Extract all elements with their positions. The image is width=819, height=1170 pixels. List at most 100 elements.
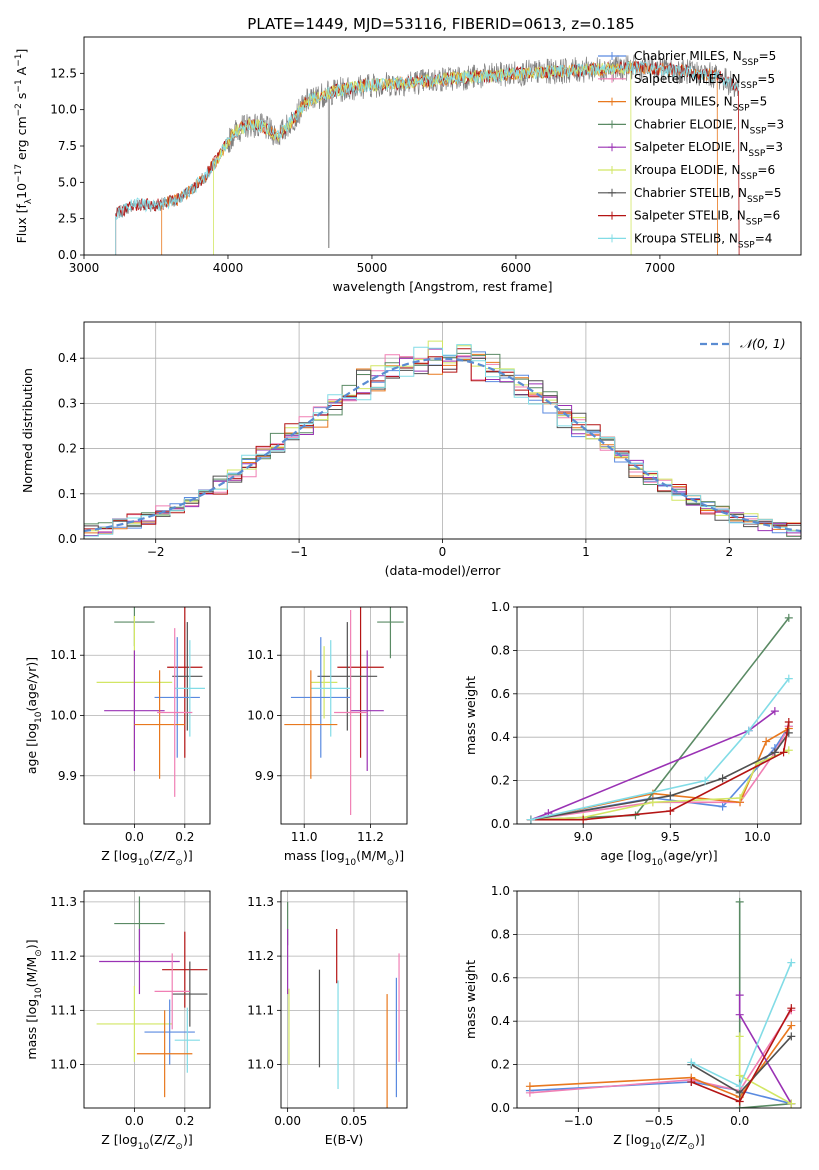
legend-entry-chabrier-elodie: Chabrier ELODIE, NSSP=3 bbox=[598, 117, 784, 136]
series-kroupa-miles bbox=[525, 1021, 796, 1102]
legend-entry-kroupa-stelib: Kroupa STELIB, NSSP=4 bbox=[598, 231, 772, 250]
series-line bbox=[738, 901, 792, 1108]
axes-frame bbox=[516, 606, 802, 825]
x-axis-label: wavelength [Angstrom, rest frame] bbox=[332, 279, 552, 294]
panel-spectrum: 3000 4000 5000 6000 7000 0.0 2.5 5.0 7.5 10.0 12.5… bbox=[14, 36, 802, 294]
y-tick-label: 11.0 bbox=[247, 1058, 274, 1072]
series-point bbox=[735, 1097, 744, 1106]
model-spectrum-kroupa-stelib bbox=[115, 60, 739, 255]
y-tick-label: 0.0 bbox=[58, 248, 77, 262]
x-axis-label: (data-model)/error bbox=[385, 563, 502, 578]
legend-entry-chabrier-stelib: Chabrier STELIB, NSSP=5 bbox=[598, 186, 782, 205]
series-point bbox=[787, 1032, 796, 1041]
series-kroupa-miles bbox=[526, 724, 793, 824]
series-chabrier-elodie bbox=[526, 613, 793, 824]
series-point bbox=[787, 1004, 796, 1013]
series-salpeter-stelib bbox=[687, 1004, 796, 1106]
errorbar-chabrier-miles bbox=[290, 637, 351, 758]
plot-area bbox=[284, 607, 404, 815]
series-line bbox=[530, 617, 790, 821]
series-point bbox=[666, 806, 675, 815]
legend-label: Kroupa MILES, NSSP=5 bbox=[634, 95, 767, 114]
errorbar-salpeter-miles bbox=[157, 628, 193, 797]
series-kroupa-stelib bbox=[526, 674, 793, 824]
legend-label: 𝒩(0, 1) bbox=[740, 336, 786, 351]
x-tick-label: 0.05 bbox=[341, 1114, 368, 1128]
y-tick-label: 0.6 bbox=[491, 971, 510, 985]
series-kroupa-elodie bbox=[735, 1032, 796, 1108]
errorbar-kroupa-stelib bbox=[310, 640, 351, 737]
errorbar-salpeter-elodie bbox=[104, 650, 165, 771]
errorbar-salpeter-stelib bbox=[167, 607, 203, 758]
legend-entry-kroupa-elodie: Kroupa ELODIE, NSSP=6 bbox=[598, 163, 775, 182]
axes-frame bbox=[83, 606, 211, 825]
x-tick-label: 0.0 bbox=[125, 830, 144, 844]
panel-mass-vs-Z: 0.0 0.2 11.0 11.1 11.2 11.3 Z [log10(Z/Z⊙)] mas… bbox=[24, 890, 211, 1152]
errorbar-chabrier-stelib bbox=[317, 622, 378, 731]
series-line bbox=[530, 725, 790, 821]
y-tick-label: 10.0 bbox=[50, 709, 77, 723]
errorbar-kroupa-miles bbox=[284, 670, 338, 779]
y-axis-label: mass weight bbox=[463, 960, 478, 1039]
y-tick-label: 0.3 bbox=[58, 396, 77, 410]
panel-residuals: −2 −1 0 1 2 0.0 0.1 0.2 0.3 0.4 (data-model)/error… bbox=[20, 321, 802, 578]
y-tick-label: 1.0 bbox=[491, 600, 510, 614]
x-axis-label: age [log10(age/yr)] bbox=[600, 848, 717, 868]
series-point bbox=[701, 776, 710, 785]
model-spectrum-salpeter-stelib bbox=[115, 61, 740, 255]
series-chabrier-stelib bbox=[526, 728, 793, 824]
axes-frame bbox=[280, 606, 408, 825]
legend-entry-salpeter-stelib: Salpeter STELIB, NSSP=6 bbox=[598, 209, 780, 228]
y-tick-label: 0.0 bbox=[491, 1101, 510, 1115]
y-tick-label: 0.4 bbox=[491, 730, 510, 744]
errorbar-kroupa-stelib bbox=[174, 1007, 200, 1073]
series-point bbox=[787, 1099, 796, 1108]
legend-label: Chabrier STELIB, NSSP=5 bbox=[634, 186, 782, 205]
x-axis-label: Z [log10(Z/Z⊙)] bbox=[613, 1132, 704, 1152]
errorbar-salpeter-miles bbox=[154, 953, 190, 1030]
series-point bbox=[718, 774, 727, 783]
x-tick-label: 4000 bbox=[213, 261, 244, 275]
x-tick-label: 0 bbox=[439, 545, 447, 559]
y-tick-label: 0.8 bbox=[491, 643, 510, 657]
series-point bbox=[784, 718, 793, 727]
histogram-kroupa-stelib bbox=[84, 344, 801, 539]
series-point bbox=[736, 793, 745, 802]
errorbar-salpeter-stelib bbox=[337, 607, 384, 758]
x-tick-label: 0.2 bbox=[175, 830, 194, 844]
y-tick-label: 11.2 bbox=[50, 949, 77, 963]
series-line bbox=[530, 727, 790, 821]
series-point bbox=[718, 802, 727, 811]
x-tick-label: 0.0 bbox=[125, 1114, 144, 1128]
errorbar-salpeter-miles bbox=[334, 610, 368, 815]
series-point bbox=[687, 1058, 696, 1067]
x-tick-label: 10.0 bbox=[744, 830, 771, 844]
y-tick-label: 10.0 bbox=[50, 103, 77, 117]
errorbar-kroupa-elodie bbox=[96, 985, 173, 1062]
x-tick-label: 9.5 bbox=[661, 830, 680, 844]
legend-normal: 𝒩(0, 1) bbox=[700, 336, 786, 351]
y-tick-label: 0.8 bbox=[491, 927, 510, 941]
model-spectrum-kroupa-miles bbox=[161, 60, 718, 255]
errorbar-salpeter-elodie bbox=[99, 928, 180, 995]
legend-label: Kroupa STELIB, NSSP=4 bbox=[634, 231, 772, 250]
series-point bbox=[779, 748, 788, 757]
errorbar-chabrier-miles bbox=[154, 637, 200, 758]
y-tick-label: 11.0 bbox=[50, 1058, 77, 1072]
series-point bbox=[735, 1032, 744, 1041]
x-tick-label: −2 bbox=[147, 545, 165, 559]
errorbar-chabrier-stelib bbox=[172, 961, 208, 1027]
series-point bbox=[735, 1071, 744, 1080]
legend-label: Salpeter STELIB, NSSP=6 bbox=[634, 209, 780, 228]
y-tick-label: 0.4 bbox=[491, 1014, 510, 1028]
x-tick-label: 6000 bbox=[501, 261, 532, 275]
y-tick-label: 11.1 bbox=[247, 1003, 274, 1017]
observed-spectrum bbox=[115, 53, 740, 249]
legend-label: Kroupa ELODIE, NSSP=6 bbox=[634, 163, 775, 182]
y-axis-label: Normed distribution bbox=[20, 368, 35, 493]
series-line bbox=[530, 678, 790, 821]
model-spectrum-kroupa-elodie bbox=[213, 60, 632, 255]
y-tick-label: 11.2 bbox=[247, 949, 274, 963]
y-tick-label: 0.1 bbox=[58, 487, 77, 501]
y-tick-label: 1.0 bbox=[491, 884, 510, 898]
